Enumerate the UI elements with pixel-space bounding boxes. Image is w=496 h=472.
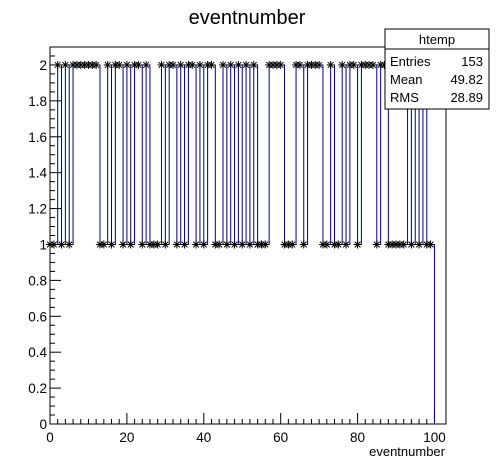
data-point <box>295 60 304 69</box>
data-point <box>219 60 228 69</box>
x-tick-label: 20 <box>119 430 134 445</box>
data-point <box>115 60 124 69</box>
data-point <box>192 240 201 249</box>
data-point <box>261 240 270 249</box>
stats-mean-value: 49.82 <box>450 72 483 87</box>
data-point <box>288 240 297 249</box>
data-point <box>180 240 189 249</box>
y-tick-label: 1.2 <box>28 202 47 217</box>
data-point <box>249 60 258 69</box>
stats-box-title: htemp <box>419 32 455 47</box>
data-point <box>153 240 162 249</box>
data-point <box>226 60 235 69</box>
data-point <box>142 60 151 69</box>
data-point <box>92 60 101 69</box>
y-tick-label: 0.2 <box>28 381 47 396</box>
x-tick-label: 60 <box>273 430 288 445</box>
data-point <box>126 240 135 249</box>
stats-mean-label: Mean <box>390 72 423 87</box>
data-point <box>315 60 324 69</box>
x-tick-label: 100 <box>423 430 446 445</box>
data-point <box>161 240 170 249</box>
y-tick-label: 0.6 <box>28 309 47 324</box>
y-tick-label: 1.6 <box>28 130 47 145</box>
data-point <box>122 60 131 69</box>
data-point <box>199 240 208 249</box>
data-point <box>172 240 181 249</box>
data-point <box>188 60 197 69</box>
data-point <box>242 60 251 69</box>
data-point <box>195 60 204 69</box>
data-point <box>342 240 351 249</box>
x-tick-label: 40 <box>196 430 211 445</box>
data-point <box>230 240 239 249</box>
data-point <box>49 240 58 249</box>
data-point <box>134 60 143 69</box>
data-point <box>138 240 147 249</box>
y-tick-label: 1.8 <box>28 94 47 109</box>
y-tick-label: 1.4 <box>28 166 47 181</box>
data-point <box>334 240 343 249</box>
stats-rms-label: RMS <box>390 90 419 105</box>
data-point <box>299 240 308 249</box>
chart-title: eventnumber <box>189 7 306 29</box>
data-point <box>349 60 358 69</box>
axis-ticks: 0 20 40 60 80 100 0 0.2 0.4 0.6 0.8 1 1.2 1.4 1.6 1.8 2 <box>28 46 446 445</box>
stats-box: htemp Entries 153 Mean 49.82 RMS 28.89 <box>384 28 490 110</box>
data-point <box>245 240 254 249</box>
data-point <box>119 240 128 249</box>
x-tick-label: 80 <box>350 430 365 445</box>
data-point <box>426 240 435 249</box>
data-point <box>207 60 216 69</box>
series-markers <box>46 60 435 249</box>
data-point <box>157 60 166 69</box>
data-point <box>215 240 224 249</box>
data-point <box>61 60 70 69</box>
data-point <box>368 60 377 69</box>
x-tick-label: 0 <box>46 430 54 445</box>
data-point <box>322 240 331 249</box>
data-point <box>326 60 335 69</box>
data-point <box>407 240 416 249</box>
data-point <box>238 240 247 249</box>
stats-box-frame <box>384 28 490 110</box>
data-point <box>415 240 424 249</box>
data-point <box>234 60 243 69</box>
data-point <box>276 60 285 69</box>
data-point <box>57 240 66 249</box>
data-point <box>338 60 347 69</box>
data-point <box>222 240 231 249</box>
data-point <box>176 60 185 69</box>
data-point <box>353 240 362 249</box>
data-point <box>103 60 112 69</box>
y-tick-label: 0.8 <box>28 273 47 288</box>
data-point <box>372 240 381 249</box>
data-point <box>399 240 408 249</box>
data-point <box>53 60 62 69</box>
stats-entries-label: Entries <box>390 54 431 69</box>
y-tick-label: 0 <box>39 417 47 432</box>
data-point <box>107 240 116 249</box>
x-axis-title: eventnumber <box>369 444 446 459</box>
stats-rms-value: 28.89 <box>450 90 483 105</box>
data-point <box>65 240 74 249</box>
data-point <box>99 240 108 249</box>
stats-entries-value: 153 <box>461 54 483 69</box>
y-tick-label: 0.4 <box>28 345 47 360</box>
y-tick-label: 1 <box>39 237 47 252</box>
y-tick-label: 2 <box>39 58 47 73</box>
data-point <box>169 60 178 69</box>
